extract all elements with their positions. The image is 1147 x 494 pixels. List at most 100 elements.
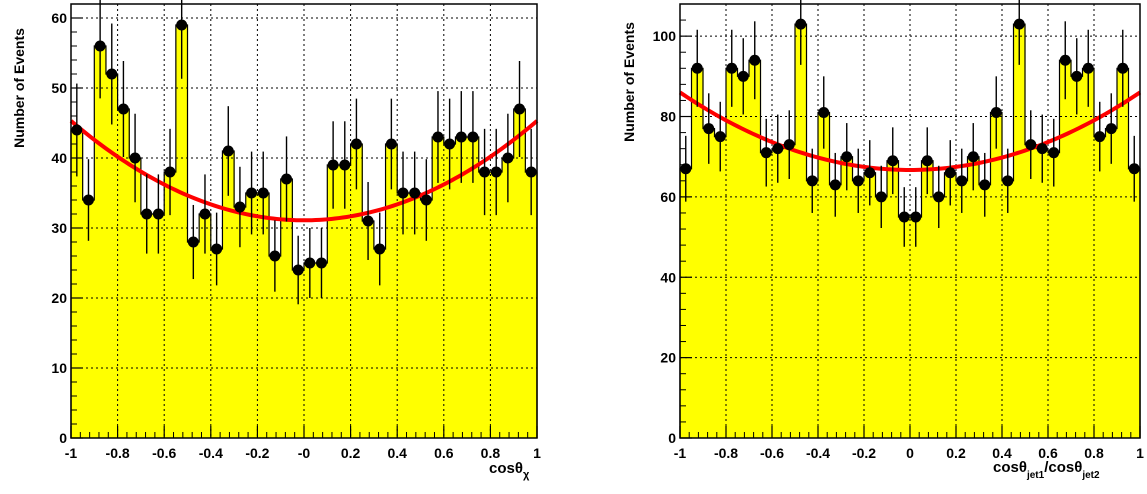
left-y-tick-label: 0 xyxy=(59,430,67,446)
right-data-point xyxy=(703,123,715,135)
right-data-point xyxy=(933,191,945,203)
left-x-tick-label: 0.8 xyxy=(481,445,501,461)
left-y-tick-label: 30 xyxy=(51,220,67,236)
left-histogram-outline xyxy=(70,24,538,438)
right-histogram-bar xyxy=(772,148,785,438)
left-histogram-bar xyxy=(443,144,457,438)
left-x-axis-label: cosθχ xyxy=(489,460,530,481)
left-x-tick-label: 0.4 xyxy=(387,445,407,461)
right-histogram-bar xyxy=(910,216,923,438)
left-data-point xyxy=(327,159,339,171)
left-x-tick-label: 0.2 xyxy=(341,445,361,461)
left-histogram-bar xyxy=(105,74,119,438)
right-data-point xyxy=(967,151,979,163)
right-histogram-bar xyxy=(956,180,969,438)
right-data-point xyxy=(864,167,876,179)
left-histogram-bar xyxy=(292,270,305,438)
right-x-tick-label: -0.4 xyxy=(806,445,830,461)
left-histogram-bar xyxy=(245,193,258,438)
right-histogram-bar xyxy=(1025,144,1038,439)
left-histogram-bar xyxy=(455,137,468,438)
right-histogram-bar xyxy=(898,216,911,438)
right-histogram-bar xyxy=(944,172,957,438)
right-y-tick-label: 0 xyxy=(668,430,676,446)
right-y-tick-label: 60 xyxy=(660,189,676,205)
left-data-point xyxy=(467,131,479,143)
left-data-point xyxy=(479,166,491,178)
right-data-point xyxy=(1002,175,1014,187)
left-y-tick-label: 40 xyxy=(51,150,67,166)
right-histogram-bar xyxy=(749,60,762,439)
left-histogram-bar xyxy=(280,179,293,438)
right-histogram-bar xyxy=(783,144,796,439)
right-data-point xyxy=(783,139,795,151)
left-data-point xyxy=(409,187,421,199)
left-histogram-bar xyxy=(140,214,154,438)
right-histogram-bar xyxy=(1082,68,1095,438)
left-histogram-bar xyxy=(117,109,130,438)
left-histogram-bar xyxy=(373,249,387,438)
left-data-point xyxy=(164,166,176,178)
right-histogram-bar xyxy=(1013,24,1026,439)
left-y-axis-label: Number of Events xyxy=(11,28,27,148)
left-x-tick-label: -0.4 xyxy=(199,445,223,461)
left-data-point xyxy=(106,68,118,80)
left-histogram-bar xyxy=(152,214,165,438)
right-x-tick-label: -0.8 xyxy=(714,445,738,461)
left-data-point xyxy=(211,243,223,255)
right-histogram-bar xyxy=(1128,168,1141,438)
right-data-point xyxy=(979,179,991,191)
right-data-point xyxy=(852,175,864,187)
right-data-point xyxy=(841,151,853,163)
left-data-point xyxy=(152,208,164,220)
left-histogram-bar xyxy=(525,172,538,438)
right-data-point xyxy=(898,211,910,223)
left-y-tick-label: 50 xyxy=(51,80,67,96)
right-histogram-bar xyxy=(990,112,1003,438)
left-histogram-bar xyxy=(222,151,235,438)
right-data-point xyxy=(829,179,841,191)
left-histogram-bar xyxy=(327,165,340,438)
right-data-point xyxy=(772,143,784,155)
left-data-point xyxy=(269,250,281,262)
left-data-point xyxy=(514,103,526,115)
left-x-axis-label-main: cosθ xyxy=(489,460,523,477)
left-histogram-bar xyxy=(304,263,317,438)
left-data-point xyxy=(490,166,502,178)
left-x-axis-label-sub: χ xyxy=(523,469,530,481)
right-data-point xyxy=(1048,147,1060,159)
right-x-axis-label-sub2: jet2 xyxy=(1081,470,1100,481)
right-x-axis-label-sub1: jet1 xyxy=(1026,470,1045,481)
right-data-point xyxy=(680,163,692,175)
left-data-point xyxy=(350,138,362,150)
right-x-tick-label: -0.6 xyxy=(760,445,784,461)
left-histogram-panel: Number of Events cosθχ -1 -0.8 -0.6 -0.4 -0.… xyxy=(11,0,541,481)
right-x-tick-label: 0.6 xyxy=(1038,445,1058,461)
right-x-tick-label: -1 xyxy=(674,445,687,461)
left-histogram-bar xyxy=(362,221,375,438)
right-data-point xyxy=(726,62,738,74)
left-y-tick-label: 60 xyxy=(51,10,67,26)
left-data-point xyxy=(432,131,444,143)
left-data-point xyxy=(94,40,106,52)
right-histogram-bar xyxy=(1094,136,1107,438)
right-data-point xyxy=(691,62,703,74)
right-data-point xyxy=(944,167,956,179)
left-fit-curve xyxy=(69,119,539,223)
left-histogram-bar xyxy=(257,193,270,438)
right-x-axis-label: cosθjet1/cosθjet2 xyxy=(993,459,1100,481)
right-data-point xyxy=(1128,163,1140,175)
left-histogram-bar xyxy=(82,200,95,438)
right-x-tick-label: 0.2 xyxy=(946,445,966,461)
right-histogram-bar xyxy=(933,196,946,438)
left-data-point xyxy=(257,187,269,199)
right-data-point xyxy=(1025,139,1037,151)
left-data-point xyxy=(82,194,94,206)
left-data-point xyxy=(374,243,386,255)
right-data-point xyxy=(1071,70,1083,82)
right-fit-curve xyxy=(678,90,1142,172)
left-data-point xyxy=(281,173,293,185)
left-data-point xyxy=(304,257,316,269)
right-histogram-bar xyxy=(1117,68,1130,438)
right-data-point xyxy=(1117,62,1129,74)
